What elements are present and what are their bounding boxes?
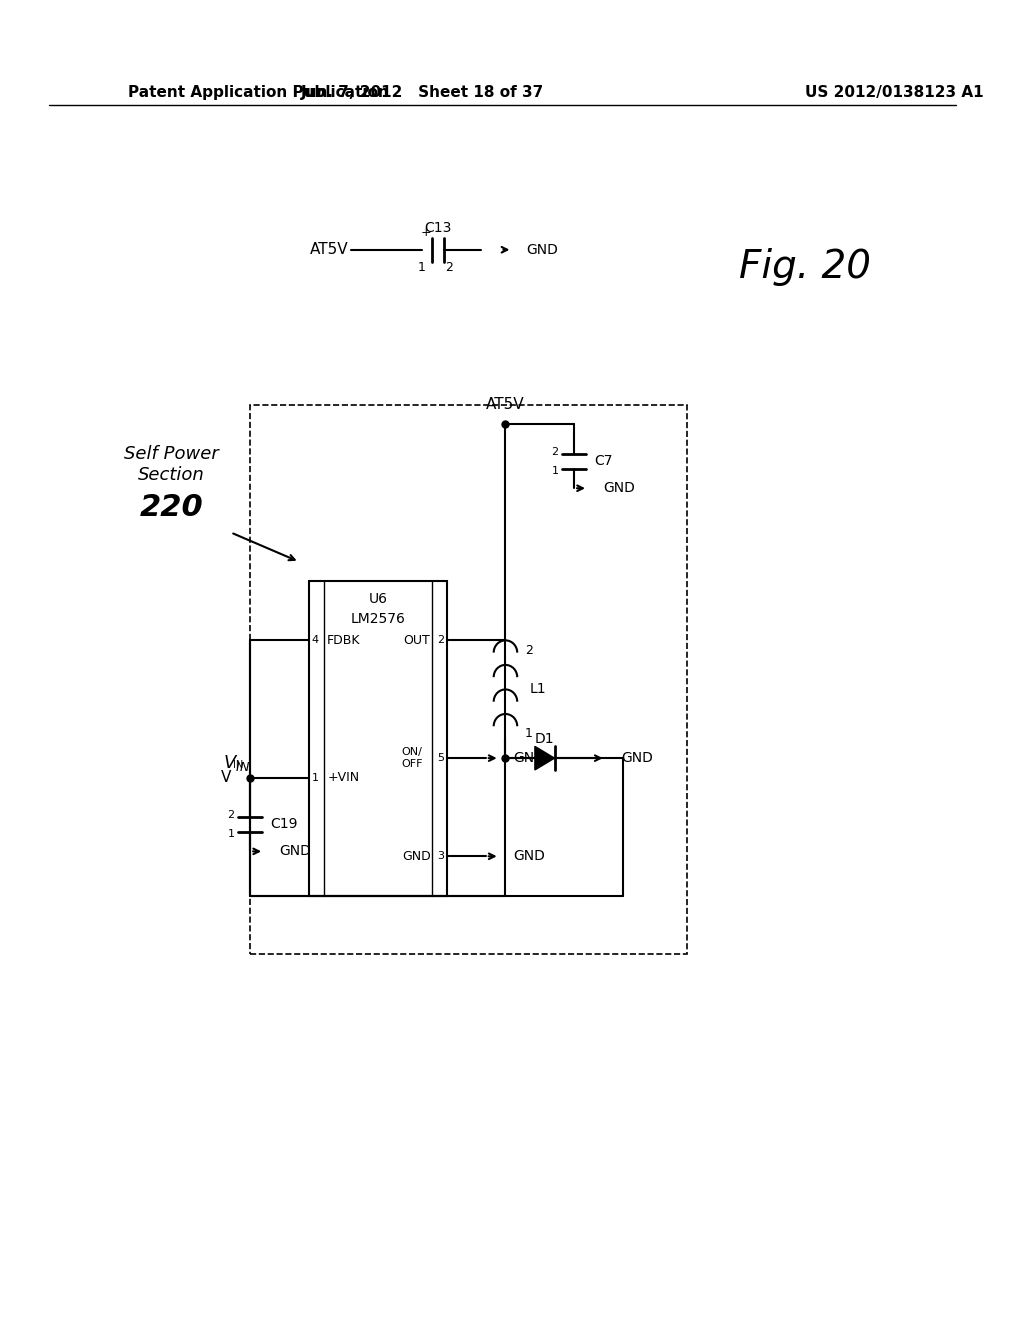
Text: GND: GND xyxy=(402,850,431,863)
Text: GND: GND xyxy=(603,482,636,495)
Text: Patent Application Publication: Patent Application Publication xyxy=(128,86,388,100)
Text: 220: 220 xyxy=(140,494,204,523)
Text: C19: C19 xyxy=(270,817,297,830)
Text: Section: Section xyxy=(138,466,205,484)
Text: 2: 2 xyxy=(227,810,234,820)
Bar xyxy=(250,405,687,954)
Text: ON/
OFF: ON/ OFF xyxy=(401,747,423,770)
Text: 2: 2 xyxy=(437,635,444,645)
Text: V: V xyxy=(220,771,231,785)
Text: GND: GND xyxy=(280,845,311,858)
Text: 2: 2 xyxy=(551,447,558,457)
Text: U6: U6 xyxy=(369,593,387,606)
Text: 2: 2 xyxy=(525,644,532,656)
Text: 1: 1 xyxy=(552,466,558,475)
Text: GND: GND xyxy=(513,849,545,863)
Text: FDBK: FDBK xyxy=(327,634,360,647)
Text: 5: 5 xyxy=(437,754,444,763)
Text: C7: C7 xyxy=(594,454,612,467)
Text: 1: 1 xyxy=(525,727,532,741)
Text: Fig. 20: Fig. 20 xyxy=(738,248,870,286)
Text: GND: GND xyxy=(526,243,558,257)
Text: AT5V: AT5V xyxy=(486,397,524,412)
Text: LM2576: LM2576 xyxy=(350,611,406,626)
Text: L1: L1 xyxy=(530,682,547,697)
Text: 1: 1 xyxy=(311,772,318,783)
Text: +: + xyxy=(421,226,431,239)
Text: C13: C13 xyxy=(424,222,452,235)
Polygon shape xyxy=(535,746,555,770)
Text: 1: 1 xyxy=(227,829,234,838)
Text: IN: IN xyxy=(233,760,244,770)
Text: GND: GND xyxy=(513,751,545,766)
Text: D1: D1 xyxy=(535,731,555,746)
Text: OUT: OUT xyxy=(403,634,430,647)
Text: 3: 3 xyxy=(437,851,444,861)
Text: 4: 4 xyxy=(311,635,318,645)
Bar xyxy=(309,582,446,895)
Text: Self Power: Self Power xyxy=(124,445,219,463)
Text: US 2012/0138123 A1: US 2012/0138123 A1 xyxy=(805,86,983,100)
Text: +VIN: +VIN xyxy=(328,771,359,784)
Text: GND: GND xyxy=(622,751,653,766)
Text: 1: 1 xyxy=(418,261,426,275)
Text: $V_{IN}$: $V_{IN}$ xyxy=(223,752,250,774)
Text: 2: 2 xyxy=(445,261,454,275)
Text: AT5V: AT5V xyxy=(310,243,348,257)
Text: Jun. 7, 2012   Sheet 18 of 37: Jun. 7, 2012 Sheet 18 of 37 xyxy=(300,86,544,100)
